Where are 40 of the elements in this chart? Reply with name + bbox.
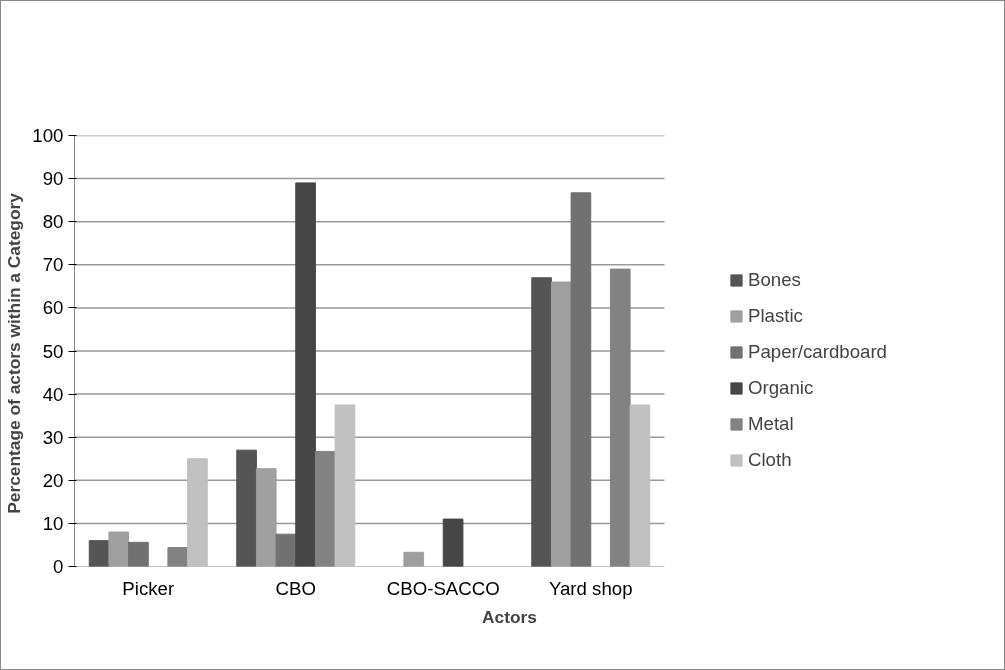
bar	[570, 192, 592, 567]
bar	[531, 277, 552, 567]
y-tick-label: 50	[42, 340, 64, 362]
bar	[403, 551, 425, 567]
y-axis-title: Percentage of actors within a Category	[4, 192, 25, 514]
bar	[236, 449, 257, 567]
bar	[167, 547, 189, 567]
y-tick-label: 80	[42, 211, 64, 233]
legend-label: Organic	[748, 377, 814, 399]
x-tick-label: CBO	[275, 577, 316, 599]
x-tick-label: Yard shop	[548, 577, 633, 599]
y-tick-label: 40	[42, 383, 64, 405]
legend-label: Paper/cardboard	[748, 341, 887, 363]
legend-label: Metal	[748, 413, 794, 435]
y-tick-label: 0	[53, 556, 64, 577]
bar	[314, 450, 336, 567]
bar	[88, 540, 110, 567]
legend-label: Cloth	[748, 449, 792, 471]
y-tick-label: 60	[42, 297, 64, 319]
y-tick-label: 100	[32, 125, 64, 146]
y-tick-label: 20	[42, 469, 64, 491]
bar	[442, 518, 464, 567]
bar	[334, 404, 356, 567]
y-tick-label: 90	[42, 168, 64, 190]
bar	[108, 531, 130, 567]
legend-label: Plastic	[748, 305, 803, 327]
x-tick-label: Picker	[122, 577, 175, 599]
y-tick-label: 70	[42, 254, 64, 276]
bar	[275, 533, 297, 567]
bar	[550, 281, 572, 567]
x-axis-title: Actors	[482, 606, 537, 627]
bar	[629, 404, 651, 567]
bar	[128, 541, 149, 567]
bar	[187, 458, 208, 567]
bar	[609, 268, 631, 567]
legend-label: Bones	[748, 269, 801, 291]
x-tick-label: CBO-SACCO	[386, 577, 500, 599]
y-tick-label: 30	[42, 426, 64, 448]
y-tick-label: 10	[42, 512, 64, 534]
bar	[295, 182, 316, 567]
